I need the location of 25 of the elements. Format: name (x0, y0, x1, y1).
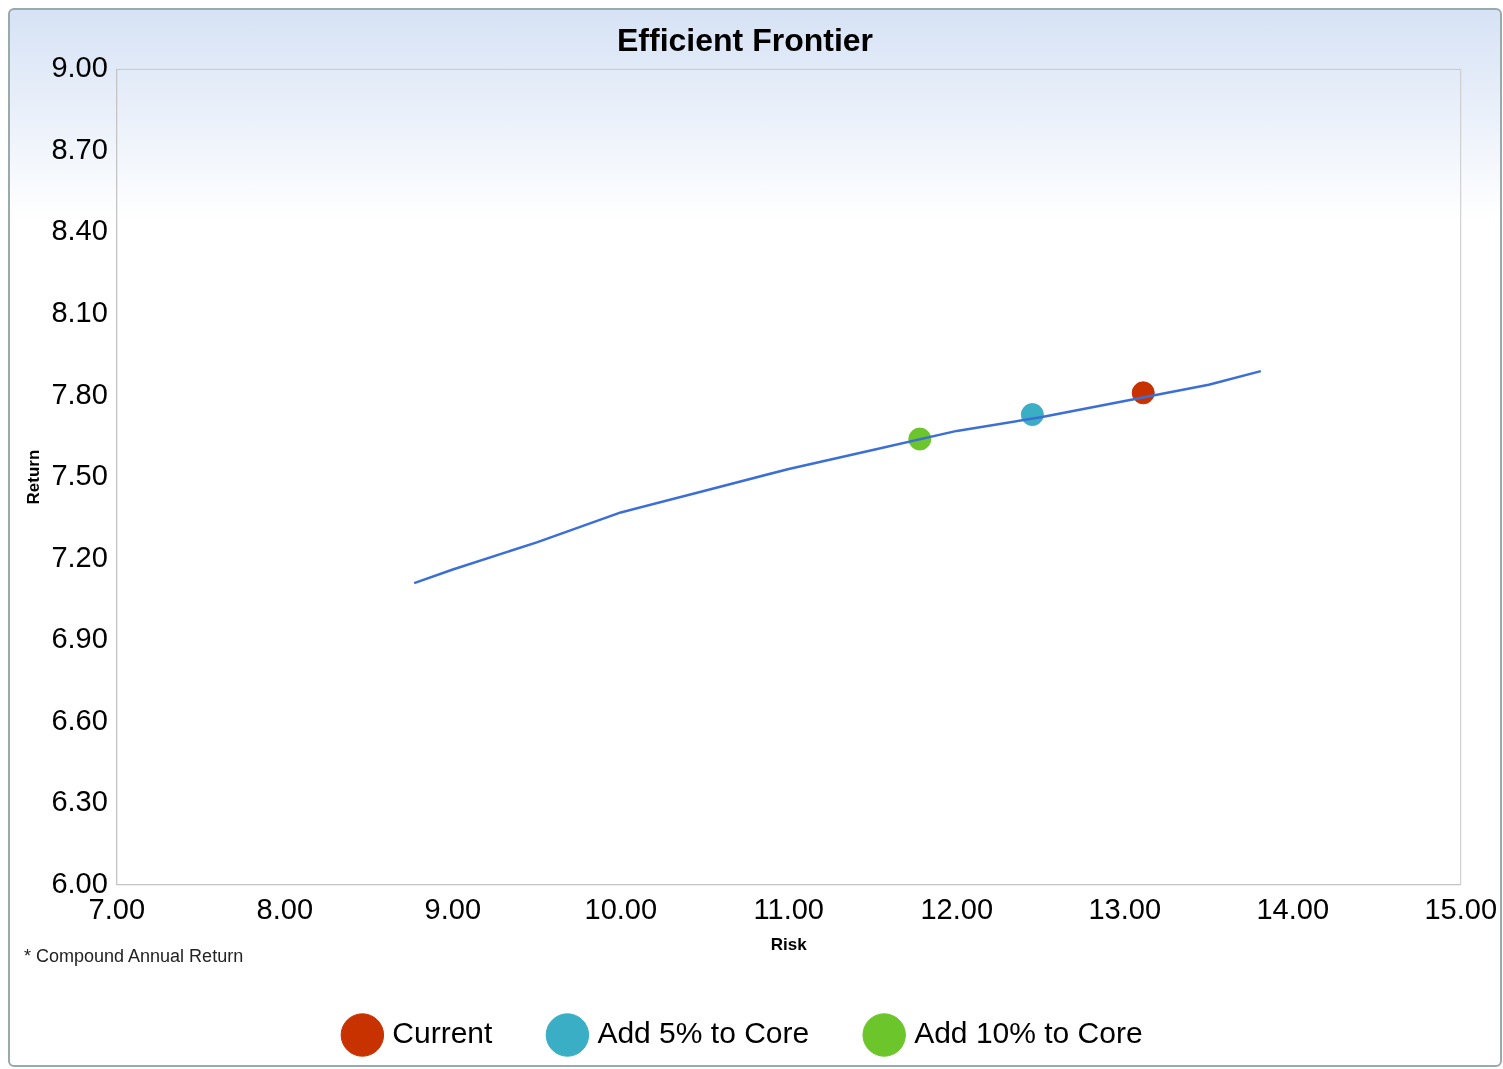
legend-label: Add 10% to Core (914, 1016, 1143, 1050)
y-tick-label: 7.20 (51, 540, 108, 573)
x-tick-label: 12.00 (920, 893, 994, 926)
y-tick-label: 9.00 (51, 51, 108, 84)
legend-label: Add 5% to Core (597, 1016, 810, 1050)
y-tick-label: 6.60 (51, 703, 108, 736)
x-tick-label: 8.00 (256, 893, 314, 926)
y-tick-label: 8.70 (51, 132, 108, 165)
x-tick-label: 15.00 (1424, 893, 1497, 926)
x-axis-title: Risk (770, 935, 808, 955)
text: * Compound Annual Return (24, 946, 244, 967)
y-tick-label: 7.80 (51, 377, 108, 410)
y-tick-label: 8.10 (51, 296, 108, 329)
y-tick-label: 6.90 (51, 622, 108, 655)
x-tick-label: 14.00 (1256, 893, 1330, 926)
y-tick-label: 7.50 (51, 459, 108, 492)
x-tick-label: 10.00 (584, 893, 658, 926)
x-tick-label: 9.00 (424, 893, 482, 926)
legend-label: Current (392, 1016, 494, 1050)
chart-title: Efficient Frontier (616, 22, 874, 59)
y-axis-title: Return (23, 449, 43, 505)
y-tick-label: 8.40 (51, 214, 108, 247)
y-tick-label: 6.30 (51, 785, 108, 818)
x-tick-label: 13.00 (1088, 893, 1162, 926)
x-tick-label: 11.00 (753, 893, 824, 926)
